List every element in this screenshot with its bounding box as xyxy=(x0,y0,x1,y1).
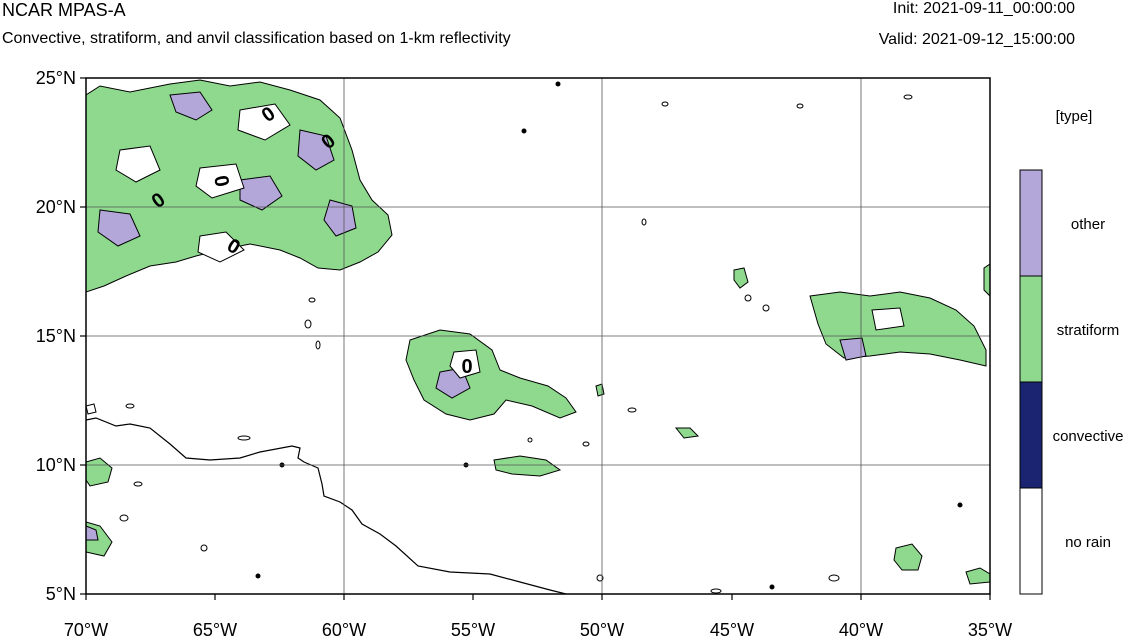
map-subtitle: Convective, stratiform, and anvil classi… xyxy=(2,30,511,47)
legend-swatch-no-rain xyxy=(1019,487,1043,595)
legend-title: [type] xyxy=(1056,108,1093,125)
lon-label: 60°W xyxy=(322,620,366,640)
init-time: Init: 2021-09-11_00:00:00 xyxy=(892,0,1075,17)
axis-ticks xyxy=(80,77,991,600)
lat-label: 15°N xyxy=(36,326,76,346)
legend: [type] other stratiform convective no ra… xyxy=(1019,108,1124,595)
map-title: NCAR MPAS-A xyxy=(2,0,126,20)
precipitation-field xyxy=(86,79,990,585)
longitude-labels: 70°W 65°W 60°W 55°W 50°W 45°W 40°W 35°W xyxy=(64,620,1012,640)
valid-time: Valid: 2021-09-12_15:00:00 xyxy=(878,31,1075,48)
lat-label: 20°N xyxy=(36,197,76,217)
lat-label: 5°N xyxy=(46,584,76,604)
legend-swatch-convective xyxy=(1019,381,1043,489)
lon-label: 55°W xyxy=(451,620,495,640)
legend-label-convective: convective xyxy=(1053,428,1124,445)
lat-label: 25°N xyxy=(36,68,76,88)
legend-swatch-stratiform xyxy=(1019,275,1043,383)
lat-label: 10°N xyxy=(36,455,76,475)
lon-label: 40°W xyxy=(839,620,883,640)
lon-label: 45°W xyxy=(710,620,754,640)
legend-label-no-rain: no rain xyxy=(1065,534,1111,551)
lon-label: 70°W xyxy=(64,620,108,640)
latitude-labels: 25°N 20°N 15°N 10°N 5°N xyxy=(36,68,76,604)
scattered-cells xyxy=(119,81,963,594)
contour-label: 0 xyxy=(461,356,472,378)
lon-label: 35°W xyxy=(968,620,1012,640)
legend-label-stratiform: stratiform xyxy=(1057,322,1120,339)
legend-label-other: other xyxy=(1071,216,1105,233)
lon-label: 65°W xyxy=(193,620,237,640)
rain-region-central xyxy=(405,329,577,421)
contour-label: 0 xyxy=(209,174,233,189)
legend-swatch-other xyxy=(1019,169,1043,277)
lon-label: 50°W xyxy=(580,620,624,640)
graticule xyxy=(86,78,990,594)
